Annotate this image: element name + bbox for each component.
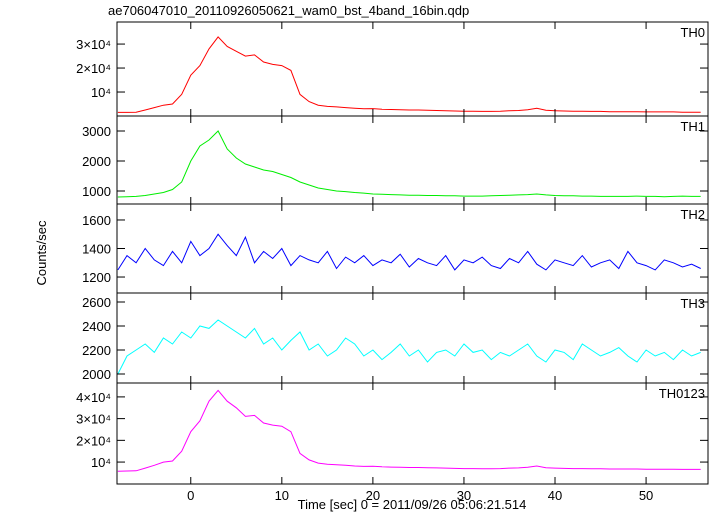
x-tick-label: 20 xyxy=(366,488,380,503)
y-tick-label: 10⁴ xyxy=(91,85,111,100)
panel-frame xyxy=(116,203,709,294)
y-tick-label: 3×10⁴ xyxy=(76,412,111,427)
y-tick-label: 2600 xyxy=(82,295,111,310)
panel-frame xyxy=(116,21,709,117)
x-axis-label: Time [sec] 0 = 2011/09/26 05:06:21.514 xyxy=(298,497,527,512)
panel-label: TH0123 xyxy=(659,386,705,401)
series-line xyxy=(117,233,701,271)
y-tick-label: 1600 xyxy=(82,213,111,228)
series-line xyxy=(117,130,701,198)
y-tick-label: 3×10⁴ xyxy=(76,37,111,52)
panel-label: TH3 xyxy=(680,296,705,311)
y-tick-label: 10⁴ xyxy=(91,455,111,470)
y-tick-label: 1200 xyxy=(82,270,111,285)
chart-title: ae706047010_20110926050621_wam0_bst_4ban… xyxy=(108,3,469,18)
x-tick-label: 40 xyxy=(548,488,562,503)
y-tick-label: 2×10⁴ xyxy=(76,433,111,448)
panel-label: TH2 xyxy=(680,207,705,222)
x-tick-label: 30 xyxy=(457,488,471,503)
series-line xyxy=(117,36,701,113)
y-tick-label: 2200 xyxy=(82,343,111,358)
panel-frame xyxy=(116,292,709,384)
y-tick-label: 2000 xyxy=(82,367,111,382)
y-tick-label: 2×10⁴ xyxy=(76,61,111,76)
x-tick-label: 10 xyxy=(275,488,289,503)
y-axis-label: Counts/sec xyxy=(34,220,49,286)
y-tick-label: 2000 xyxy=(82,154,111,169)
y-tick-label: 4×10⁴ xyxy=(76,390,111,405)
y-tick-label: 1400 xyxy=(82,242,111,257)
y-tick-label: 3000 xyxy=(82,124,111,139)
y-tick-label: 1000 xyxy=(82,184,111,199)
panel-label: TH0 xyxy=(680,25,705,40)
x-tick-label: 50 xyxy=(639,488,653,503)
panel-frame xyxy=(116,115,709,205)
panel-label: TH1 xyxy=(680,119,705,134)
y-tick-label: 2400 xyxy=(82,319,111,334)
series-line xyxy=(117,319,701,375)
x-tick-label: 0 xyxy=(187,488,194,503)
panel-frame xyxy=(116,382,709,485)
series-line xyxy=(117,389,701,472)
